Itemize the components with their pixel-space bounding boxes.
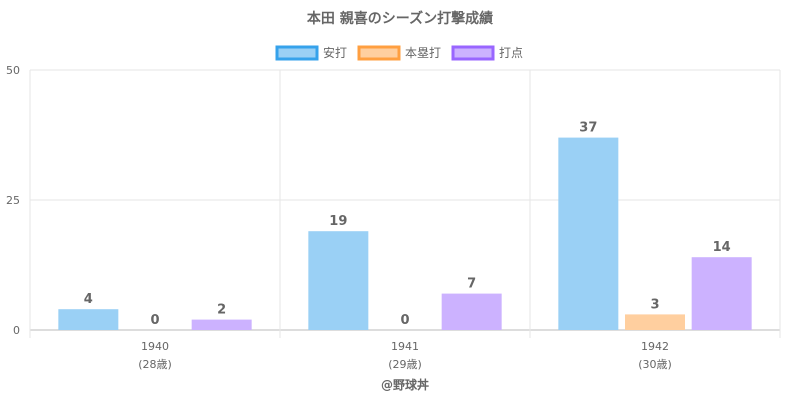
- x-tick-year: 1942: [641, 340, 669, 353]
- data-label: 4: [84, 292, 93, 307]
- x-tick-age: (29歳): [388, 358, 422, 371]
- legend-swatch: [451, 45, 495, 61]
- bars: [58, 137, 752, 330]
- data-label: 3: [650, 297, 659, 312]
- x-tick-year: 1940: [141, 340, 169, 353]
- legend-item[interactable]: 打点: [451, 45, 523, 61]
- bar[interactable]: [58, 309, 119, 330]
- data-label: 2: [217, 303, 226, 318]
- chart-title: 本田 親喜のシーズン打撃成績: [307, 10, 493, 27]
- y-tick-label: 0: [13, 324, 20, 337]
- data-label: 0: [150, 313, 159, 328]
- legend-label: 打点: [499, 46, 523, 60]
- grid: [29, 69, 781, 338]
- x-tick-year: 1941: [391, 340, 419, 353]
- bar[interactable]: [691, 257, 752, 330]
- bar[interactable]: [625, 314, 685, 330]
- legend-swatch: [357, 45, 401, 61]
- legend-label: 安打: [323, 45, 347, 60]
- bar[interactable]: [441, 293, 502, 330]
- legend-label: 本塁打: [405, 46, 441, 60]
- y-tick-label: 25: [6, 194, 20, 207]
- data-label: 19: [329, 214, 347, 229]
- x-tick-age: (30歳): [638, 358, 672, 371]
- data-labels: 4 0 2 19 0 7 37 3 14: [84, 121, 731, 328]
- legend-item[interactable]: 本塁打: [357, 45, 441, 61]
- legend-swatch: [275, 45, 319, 61]
- bar[interactable]: [558, 137, 619, 330]
- credit-label: @野球丼: [381, 377, 429, 392]
- data-label: 7: [467, 277, 476, 292]
- legend-item[interactable]: 安打: [275, 45, 347, 61]
- legend: 安打 本塁打 打点: [275, 45, 523, 61]
- data-label: 37: [579, 121, 597, 136]
- y-tick-label: 50: [6, 64, 20, 77]
- data-label: 14: [713, 240, 731, 255]
- bar[interactable]: [308, 231, 369, 330]
- data-label: 0: [400, 313, 409, 328]
- bar[interactable]: [191, 319, 252, 330]
- x-tick-age: (28歳): [138, 358, 172, 371]
